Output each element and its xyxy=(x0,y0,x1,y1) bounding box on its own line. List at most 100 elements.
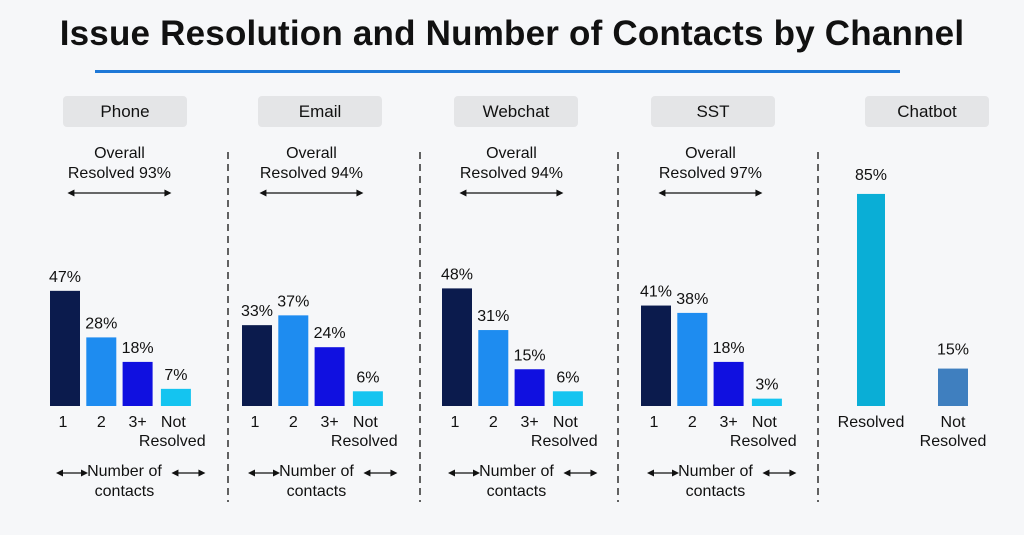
email-value-label-1: 33% xyxy=(241,303,273,320)
sst-xlabel-line1: Number of xyxy=(678,463,753,480)
email-value-label-3: 24% xyxy=(314,325,346,342)
phone-bar-4 xyxy=(160,388,191,406)
phone-value-label-3: 18% xyxy=(122,340,154,357)
phone-tick-label-3: 3+ xyxy=(128,414,146,431)
chatbot-value-label-1: 85% xyxy=(855,167,887,184)
webchat-header-box xyxy=(454,96,578,127)
email-xlabel-arrow-right-head-left xyxy=(363,469,371,477)
sst-header-label: SST xyxy=(696,102,729,121)
chatbot-value-label-2: 15% xyxy=(937,342,969,359)
sst-overall-arrow xyxy=(658,189,763,197)
sst-tick-label-2: 2 xyxy=(688,414,697,431)
webchat-tick-label-4-line2: Resolved xyxy=(531,433,598,450)
chatbot-tick-label-2-line2: Resolved xyxy=(920,433,987,450)
webchat-overall-arrow-head-right xyxy=(556,189,564,197)
webchat-tick-label-4-line1: Not xyxy=(553,414,578,431)
sst-xlabel-arrow-right xyxy=(762,469,797,477)
email-xlabel-arrow-left-head-left xyxy=(248,469,255,477)
chatbot-header-label: Chatbot xyxy=(897,102,957,121)
email-tick-label-4-line2: Resolved xyxy=(331,433,398,450)
phone-header-box xyxy=(63,96,187,127)
webchat-value-label-2: 31% xyxy=(477,308,509,325)
webchat-bar-2 xyxy=(478,330,509,406)
phone-xlabel-arrow-right xyxy=(171,469,206,477)
sst-xlabel-arrow-left xyxy=(647,469,679,477)
phone-value-label-1: 47% xyxy=(49,269,81,286)
email-tick-label-2: 2 xyxy=(289,414,298,431)
phone-xlabel-arrow-right-head-left xyxy=(171,469,179,477)
webchat-overall-arrow xyxy=(459,189,564,197)
sst-bar-4 xyxy=(751,398,782,406)
sst-tick-label-4-line1: Not xyxy=(752,414,777,431)
phone-xlabel-arrow-left-head-left xyxy=(56,469,63,477)
chart-title: Issue Resolution and Number of Contacts … xyxy=(59,14,965,53)
sst-overall-value: Resolved 97% xyxy=(659,165,762,182)
phone-xlabel-line2: contacts xyxy=(95,483,155,500)
phone-bar-3 xyxy=(122,361,153,406)
email-tick-label-1: 1 xyxy=(251,414,260,431)
webchat-xlabel-arrow-right-head-left xyxy=(563,469,571,477)
sst-overall-arrow-head-right xyxy=(755,189,763,197)
webchat-xlabel-line2: contacts xyxy=(487,483,547,500)
email-tick-label-4-line1: Not xyxy=(353,414,378,431)
phone-value-label-4: 7% xyxy=(164,367,187,384)
webchat-xlabel-line1: Number of xyxy=(479,463,554,480)
email-overall-label: Overall xyxy=(286,145,337,162)
webchat-tick-label-1: 1 xyxy=(451,414,460,431)
email-bar-2 xyxy=(278,315,309,406)
email-xlabel-arrow-left-head-right xyxy=(273,469,280,477)
phone-value-label-2: 28% xyxy=(85,315,117,332)
sst-xlabel-arrow-left-head-right xyxy=(672,469,679,477)
phone-overall-value: Resolved 93% xyxy=(68,165,171,182)
sst-overall-label: Overall xyxy=(685,145,736,162)
webchat-overall-arrow-head-left xyxy=(459,189,467,197)
webchat-tick-label-2: 2 xyxy=(489,414,498,431)
email-overall-value: Resolved 94% xyxy=(260,165,363,182)
webchat-value-label-4: 6% xyxy=(556,369,579,386)
phone-header-label: Phone xyxy=(100,102,149,121)
email-xlabel-line1: Number of xyxy=(279,463,354,480)
webchat-xlabel-arrow-left-head-left xyxy=(448,469,455,477)
webchat-xlabel-arrow-left xyxy=(448,469,480,477)
email-overall-arrow-head-left xyxy=(259,189,267,197)
sst-value-label-1: 41% xyxy=(640,284,672,301)
email-header-box xyxy=(258,96,382,127)
email-bar-4 xyxy=(352,391,383,406)
phone-overall-arrow-head-left xyxy=(67,189,75,197)
email-overall-arrow-head-right xyxy=(356,189,364,197)
sst-tick-label-1: 1 xyxy=(650,414,659,431)
webchat-xlabel-arrow-left-head-right xyxy=(473,469,480,477)
email-value-label-2: 37% xyxy=(277,293,309,310)
webchat-overall-value: Resolved 94% xyxy=(460,165,563,182)
phone-bar-1 xyxy=(50,290,80,406)
phone-bar-2 xyxy=(86,337,117,406)
email-value-label-4: 6% xyxy=(356,369,379,386)
sst-value-label-3: 18% xyxy=(713,340,745,357)
sst-tick-label-4-line2: Resolved xyxy=(730,433,797,450)
webchat-xlabel-arrow-right-head-right xyxy=(590,469,598,477)
email-tick-label-3: 3+ xyxy=(320,414,338,431)
phone-tick-label-4-line2: Resolved xyxy=(139,433,206,450)
chatbot-tick-label-2-line1: Not xyxy=(941,414,966,431)
webchat-value-label-3: 15% xyxy=(514,347,546,364)
chatbot-tick-label-1-line1: Resolved xyxy=(838,414,905,431)
webchat-xlabel-arrow-right xyxy=(563,469,598,477)
email-xlabel-arrow-right xyxy=(363,469,398,477)
sst-tick-label-3: 3+ xyxy=(719,414,737,431)
title-underline xyxy=(95,70,900,73)
phone-overall-arrow xyxy=(67,189,172,197)
phone-xlabel-arrow-left xyxy=(56,469,88,477)
webchat-bar-3 xyxy=(514,369,545,406)
phone-overall-arrow-head-right xyxy=(164,189,172,197)
webchat-tick-label-3: 3+ xyxy=(520,414,538,431)
email-xlabel-line2: contacts xyxy=(287,483,347,500)
chatbot-header-box xyxy=(865,96,989,127)
webchat-bar-4 xyxy=(552,391,583,406)
phone-tick-label-2: 2 xyxy=(97,414,106,431)
sst-overall-arrow-head-left xyxy=(658,189,666,197)
phone-xlabel-arrow-right-head-right xyxy=(198,469,206,477)
sst-value-label-4: 3% xyxy=(755,377,778,394)
phone-xlabel-line1: Number of xyxy=(87,463,162,480)
sst-bar-1 xyxy=(641,305,671,406)
